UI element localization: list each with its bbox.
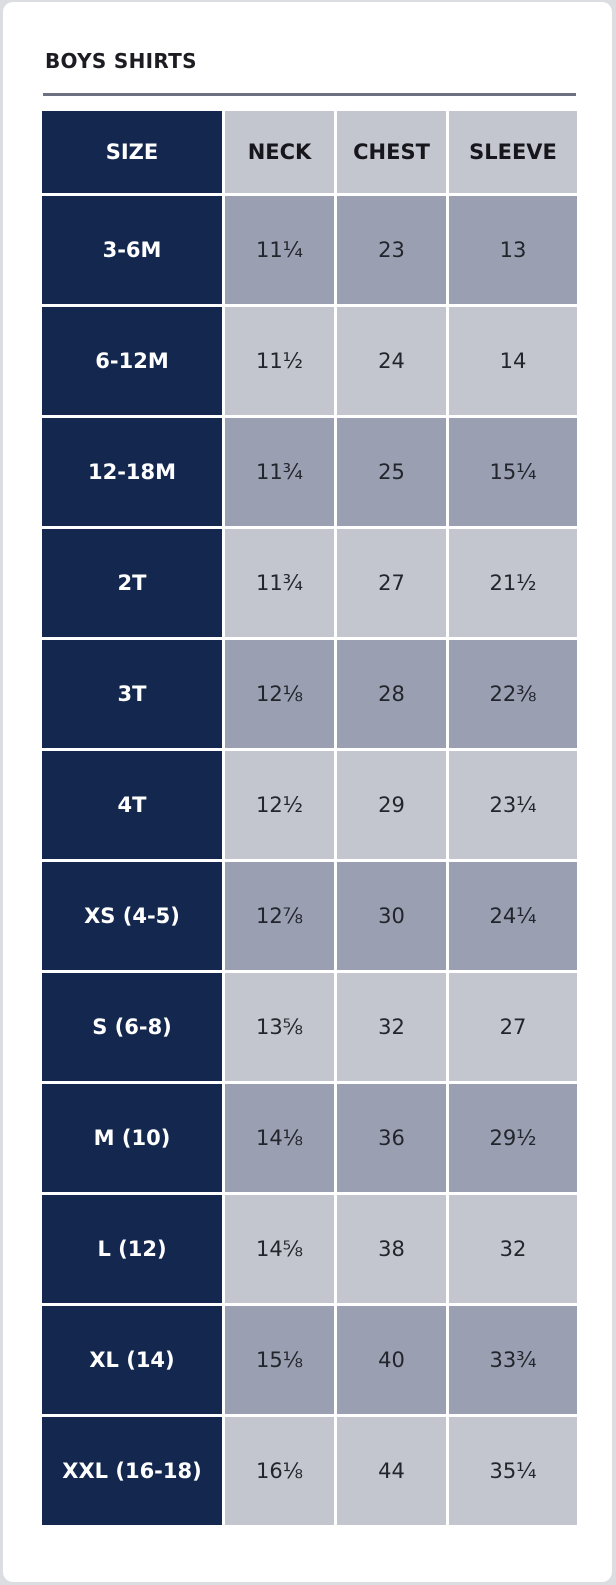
table-row: 3-6M 11¼ 23 13	[42, 196, 577, 304]
neck-cell: 12⅞	[225, 862, 334, 970]
chest-cell: 32	[337, 973, 446, 1081]
size-cell: 2T	[42, 529, 222, 637]
table-row: M (10) 14⅛ 36 29½	[42, 1084, 577, 1192]
neck-cell: 11¼	[225, 196, 334, 304]
neck-cell: 13⅝	[225, 973, 334, 1081]
sleeve-cell: 29½	[449, 1084, 577, 1192]
neck-cell: 12½	[225, 751, 334, 859]
size-cell: L (12)	[42, 1195, 222, 1303]
size-cell: 3-6M	[42, 196, 222, 304]
size-cell: XXL (16-18)	[42, 1417, 222, 1525]
sleeve-cell: 22⅜	[449, 640, 577, 748]
title-divider	[43, 93, 576, 96]
table-row: XL (14) 15⅛ 40 33¾	[42, 1306, 577, 1414]
size-cell: XL (14)	[42, 1306, 222, 1414]
table-row: L (12) 14⅝ 38 32	[42, 1195, 577, 1303]
chart-title: BOYS SHIRTS	[45, 49, 197, 73]
size-cell: 3T	[42, 640, 222, 748]
sleeve-cell: 13	[449, 196, 577, 304]
size-cell: S (6-8)	[42, 973, 222, 1081]
table-row: XS (4-5) 12⅞ 30 24¼	[42, 862, 577, 970]
header-size: SIZE	[42, 111, 222, 193]
table-row: 3T 12⅛ 28 22⅜	[42, 640, 577, 748]
chest-cell: 28	[337, 640, 446, 748]
header-sleeve: SLEEVE	[449, 111, 577, 193]
sleeve-cell: 14	[449, 307, 577, 415]
chest-cell: 30	[337, 862, 446, 970]
sleeve-cell: 15¼	[449, 418, 577, 526]
chest-cell: 40	[337, 1306, 446, 1414]
chest-cell: 38	[337, 1195, 446, 1303]
neck-cell: 14⅛	[225, 1084, 334, 1192]
neck-cell: 11¾	[225, 529, 334, 637]
neck-cell: 11¾	[225, 418, 334, 526]
sleeve-cell: 32	[449, 1195, 577, 1303]
neck-cell: 11½	[225, 307, 334, 415]
chest-cell: 44	[337, 1417, 446, 1525]
neck-cell: 14⅝	[225, 1195, 334, 1303]
chest-cell: 25	[337, 418, 446, 526]
table-row: XXL (16-18) 16⅛ 44 35¼	[42, 1417, 577, 1525]
header-neck: NECK	[225, 111, 334, 193]
table-row: S (6-8) 13⅝ 32 27	[42, 973, 577, 1081]
chest-cell: 23	[337, 196, 446, 304]
size-cell: 12-18M	[42, 418, 222, 526]
chest-cell: 27	[337, 529, 446, 637]
size-cell: XS (4-5)	[42, 862, 222, 970]
size-cell: M (10)	[42, 1084, 222, 1192]
size-table: SIZE NECK CHEST SLEEVE 3-6M 11¼ 23 13 6-12M 1…	[39, 108, 580, 1528]
sleeve-cell: 27	[449, 973, 577, 1081]
table-row: 4T 12½ 29 23¼	[42, 751, 577, 859]
size-chart-card: BOYS SHIRTS SIZE NECK CHEST SLEEVE 3-6M 1…	[3, 2, 612, 1582]
chest-cell: 36	[337, 1084, 446, 1192]
size-cell: 6-12M	[42, 307, 222, 415]
sleeve-cell: 24¼	[449, 862, 577, 970]
chest-cell: 24	[337, 307, 446, 415]
size-cell: 4T	[42, 751, 222, 859]
neck-cell: 15⅛	[225, 1306, 334, 1414]
neck-cell: 16⅛	[225, 1417, 334, 1525]
sleeve-cell: 23¼	[449, 751, 577, 859]
header-chest: CHEST	[337, 111, 446, 193]
header-row: SIZE NECK CHEST SLEEVE	[42, 111, 577, 193]
sleeve-cell: 35¼	[449, 1417, 577, 1525]
table-row: 6-12M 11½ 24 14	[42, 307, 577, 415]
sleeve-cell: 33¾	[449, 1306, 577, 1414]
table-row: 2T 11¾ 27 21½	[42, 529, 577, 637]
sleeve-cell: 21½	[449, 529, 577, 637]
chest-cell: 29	[337, 751, 446, 859]
neck-cell: 12⅛	[225, 640, 334, 748]
table-row: 12-18M 11¾ 25 15¼	[42, 418, 577, 526]
